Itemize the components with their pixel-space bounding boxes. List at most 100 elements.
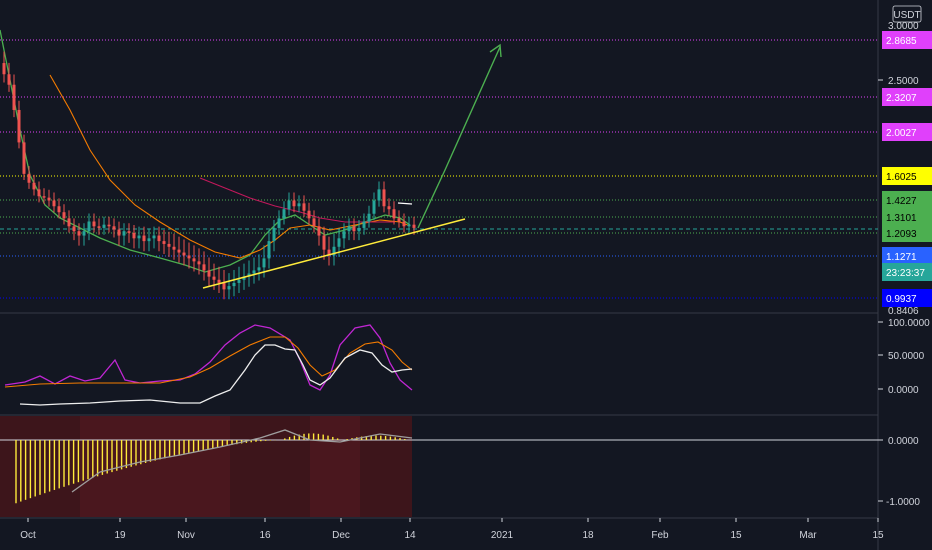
candle-body (72, 226, 76, 232)
candle-body (272, 227, 276, 242)
level-tag-label: 2.0027 (886, 128, 917, 139)
candle-body (117, 229, 121, 236)
candle-body (232, 282, 236, 287)
candle-body (242, 276, 246, 280)
candle-body (22, 142, 26, 174)
candle-body (87, 221, 91, 232)
candle-body (352, 226, 356, 232)
stoch-k-line (4, 324, 413, 391)
level-tag-label: 1.6025 (886, 172, 917, 183)
time-tick-label: 2021 (491, 530, 514, 541)
candle-body (207, 270, 211, 277)
oscillator-tick-100: 100.0000 (888, 318, 930, 329)
candle-body (47, 197, 51, 201)
candle-body (147, 238, 151, 242)
candle-body (297, 203, 301, 207)
time-tick-label: Feb (651, 530, 669, 541)
candle-body (142, 235, 146, 242)
level-tag-label: 1.4227 (886, 196, 917, 207)
candle-body (322, 235, 326, 250)
currency-label: USDT (893, 10, 920, 21)
candle-body (167, 243, 171, 247)
candle-body (132, 232, 136, 239)
candle-body (382, 189, 386, 207)
time-tick-label: 16 (259, 530, 271, 541)
candle-body (412, 224, 416, 228)
candle-body (127, 231, 131, 233)
candle-body (107, 224, 111, 227)
candle-body (372, 200, 376, 214)
candle-body (407, 224, 411, 227)
candle-body (397, 218, 401, 222)
candle-body (42, 196, 46, 198)
candle-body (57, 206, 61, 213)
level-tag-label: 1.3101 (886, 213, 917, 224)
candle-body (402, 221, 406, 227)
time-tick-label: Mar (799, 530, 817, 541)
candle-body (262, 258, 266, 268)
time-tick-label: Oct (20, 530, 36, 541)
candle-body (237, 279, 241, 283)
macd-bg-mid (80, 416, 230, 517)
candle-body (152, 235, 156, 239)
time-tick-label: 15 (872, 530, 884, 541)
candle-body (317, 226, 321, 236)
candle-body (182, 252, 186, 256)
candle-body (347, 226, 351, 232)
candle-body (187, 255, 191, 259)
level-tag (882, 289, 932, 307)
candle-body (12, 84, 16, 110)
level-tag (882, 247, 932, 265)
level-tag-label: 0.9937 (886, 294, 917, 305)
candle-body (342, 231, 346, 239)
candle-body (27, 173, 31, 183)
candle-body (192, 258, 196, 262)
candle-body (327, 249, 331, 256)
candle-body (277, 218, 281, 228)
oscillator-tick-50: 50.0000 (888, 351, 925, 362)
candle-body (137, 235, 141, 239)
rsi-line (19, 344, 413, 406)
price-axis[interactable]: USDT 3.0000 2.5000 2.8685 2.3207 2.0027 1.6… (878, 5, 932, 317)
time-tick-label: 18 (582, 530, 594, 541)
candle-body (82, 231, 86, 236)
price-tick-bottom-partial: 0.8406 (888, 306, 919, 317)
countdown-tag (882, 263, 932, 281)
candle-body (102, 224, 106, 228)
candle-body (32, 182, 36, 190)
candle-body (162, 241, 166, 244)
candle-body (247, 273, 251, 277)
macd-axis[interactable]: 0.0000 -1.0000 (878, 436, 920, 508)
level-tag-label: 1.2093 (886, 229, 917, 240)
candle-body (332, 246, 336, 256)
candle-body (92, 221, 96, 227)
time-axis[interactable]: Oct 19 Nov 16 Dec 14 2021 18 Feb 15 Mar 15 (20, 518, 884, 541)
candle-body (52, 200, 56, 207)
time-tick-label: 19 (114, 530, 126, 541)
candle-body (222, 282, 226, 290)
macd-bg-right (310, 416, 360, 517)
candle-body (312, 218, 316, 227)
level-tag (882, 224, 932, 242)
candle-body (197, 261, 201, 265)
candle-body (2, 63, 6, 75)
level-tag (882, 88, 932, 106)
candle-body (307, 210, 311, 219)
candle-body (97, 226, 101, 228)
level-tag (882, 123, 932, 141)
projection-arrow-line[interactable] (417, 46, 501, 229)
candle-body (387, 206, 391, 210)
candle-body (292, 200, 296, 207)
candle-body (287, 200, 291, 210)
price-tick-top-partial: 3.0000 (888, 21, 919, 32)
level-tags: 2.8685 2.3207 2.0027 1.6025 1.4227 1.3101 1.20… (882, 31, 932, 307)
candle-body (367, 213, 371, 222)
level-tag (882, 167, 932, 185)
candle-body (362, 221, 366, 228)
support-trendline[interactable] (202, 218, 466, 289)
candle-body (337, 238, 341, 247)
oscillator-axis[interactable]: 100.0000 50.0000 0.0000 (878, 318, 930, 396)
candle-body (157, 235, 161, 242)
level-tag (882, 191, 932, 209)
